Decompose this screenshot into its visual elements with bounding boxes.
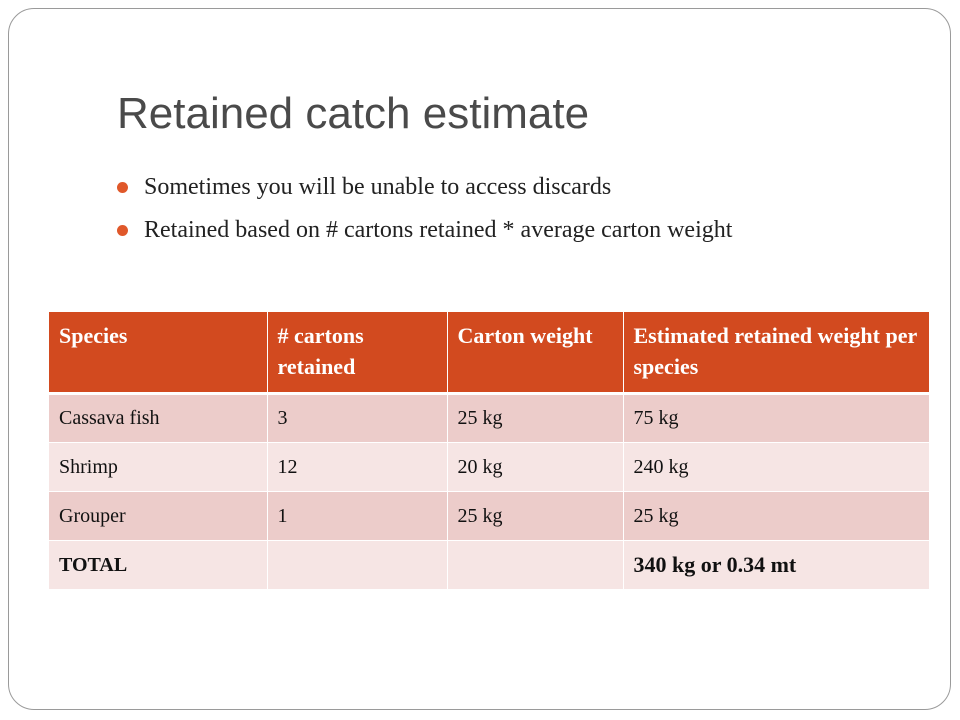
cell-carton-weight: 25 kg	[447, 393, 624, 443]
cell-total-label: TOTAL	[49, 540, 268, 590]
bullet-item: Retained based on # cartons retained * a…	[117, 212, 837, 249]
cell-species: Grouper	[49, 491, 268, 541]
cell-species: Shrimp	[49, 442, 268, 492]
bullet-dot-icon	[117, 225, 128, 236]
cell-cartons: 3	[267, 393, 448, 443]
cell-cartons: 1	[267, 491, 448, 541]
header-estimated-weight: Estimated retained weight per species	[623, 312, 929, 395]
cell-estimated-weight: 75 kg	[623, 393, 929, 443]
retained-catch-table: Species # cartons retained Carton weight…	[49, 312, 929, 590]
table-row: Grouper 1 25 kg 25 kg	[49, 491, 929, 541]
cell-total-weight: 340 kg or 0.34 mt	[623, 540, 929, 590]
cell-estimated-weight: 240 kg	[623, 442, 929, 492]
bullet-text: Sometimes you will be unable to access d…	[144, 174, 612, 200]
header-cartons-retained: # cartons retained	[267, 312, 448, 395]
cell-carton-weight: 25 kg	[447, 491, 624, 541]
table-header-row: Species # cartons retained Carton weight…	[49, 312, 929, 395]
bullet-item: Sometimes you will be unable to access d…	[117, 169, 837, 206]
cell-empty	[267, 540, 448, 590]
bullet-text: Retained based on # cartons retained * a…	[144, 217, 733, 243]
header-species: Species	[49, 312, 268, 395]
header-carton-weight: Carton weight	[447, 312, 624, 395]
table-total-row: TOTAL 340 kg or 0.34 mt	[49, 540, 929, 590]
slide-title: Retained catch estimate	[117, 89, 590, 138]
bullet-list: Sometimes you will be unable to access d…	[117, 169, 837, 255]
cell-estimated-weight: 25 kg	[623, 491, 929, 541]
cell-species: Cassava fish	[49, 393, 268, 443]
cell-carton-weight: 20 kg	[447, 442, 624, 492]
table-row: Shrimp 12 20 kg 240 kg	[49, 442, 929, 492]
bullet-dot-icon	[117, 182, 128, 193]
cell-cartons: 12	[267, 442, 448, 492]
cell-empty	[447, 540, 624, 590]
table-row: Cassava fish 3 25 kg 75 kg	[49, 393, 929, 443]
